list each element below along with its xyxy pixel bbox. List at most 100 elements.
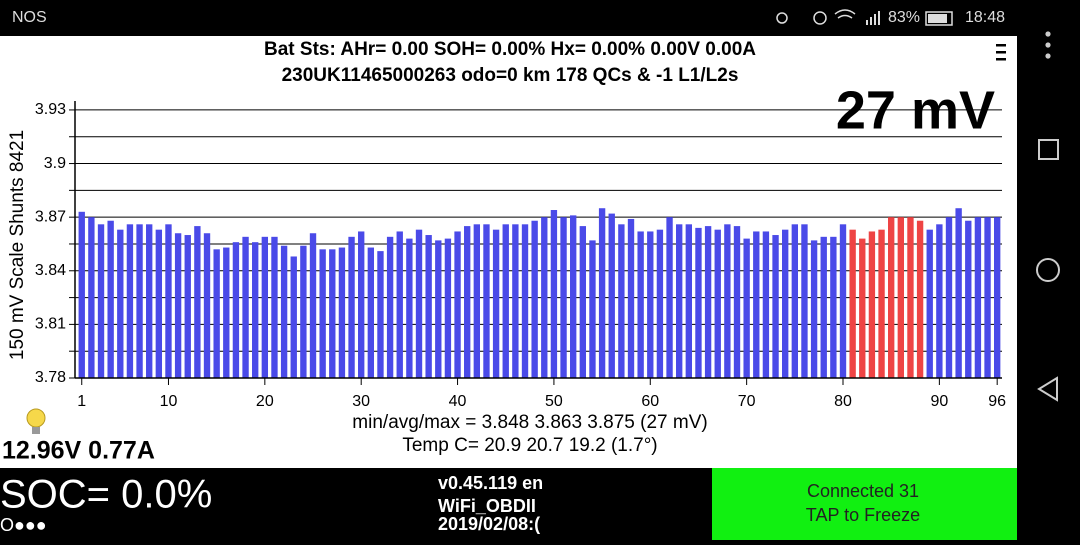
bar bbox=[955, 208, 962, 378]
x-tick-label: 60 bbox=[641, 393, 659, 410]
bar bbox=[974, 217, 982, 378]
bar bbox=[714, 229, 721, 378]
menu-icon[interactable] bbox=[996, 44, 1006, 61]
x-tick-label: 96 bbox=[988, 393, 1006, 410]
bar bbox=[454, 231, 461, 378]
back[interactable] bbox=[1037, 376, 1058, 402]
bar bbox=[839, 224, 847, 378]
bar bbox=[772, 235, 779, 378]
bar bbox=[560, 217, 567, 378]
bar bbox=[203, 233, 211, 378]
bar bbox=[126, 224, 134, 378]
menu-dots[interactable] bbox=[1045, 31, 1051, 37]
bar bbox=[348, 236, 355, 378]
bar bbox=[849, 229, 856, 378]
battery-level: 83% bbox=[888, 9, 920, 26]
bar bbox=[415, 229, 423, 378]
freeze-button[interactable] bbox=[712, 468, 1017, 540]
bar bbox=[618, 224, 625, 378]
bar bbox=[155, 229, 163, 378]
bar bbox=[965, 220, 972, 378]
bar bbox=[878, 229, 885, 378]
header-line1: Bat Sts: AHr= 0.00 SOH= 0.00% Hx= 0.00% … bbox=[264, 39, 756, 60]
status-icons bbox=[776, 9, 880, 25]
bar bbox=[868, 231, 876, 378]
bar bbox=[174, 233, 182, 378]
bar bbox=[386, 236, 394, 378]
bar bbox=[550, 210, 558, 378]
bar bbox=[309, 233, 317, 378]
bar bbox=[656, 229, 664, 378]
x-tick-label: 40 bbox=[449, 393, 467, 410]
bar bbox=[753, 231, 760, 378]
bar bbox=[820, 236, 827, 378]
bar bbox=[483, 224, 490, 378]
bar bbox=[541, 217, 548, 378]
adapter: WiFi_OBDII bbox=[438, 496, 536, 516]
bar bbox=[435, 240, 442, 378]
y-axis-label: 150 mV Scale Shunts 8421 bbox=[7, 130, 28, 360]
bar bbox=[570, 215, 577, 378]
bar bbox=[916, 220, 924, 378]
bar bbox=[926, 229, 933, 378]
bar bbox=[994, 217, 1001, 378]
x-tick-label: 50 bbox=[545, 393, 563, 410]
bar bbox=[743, 238, 750, 378]
x-tick-label: 90 bbox=[930, 393, 948, 410]
bar bbox=[184, 235, 191, 378]
bar bbox=[521, 224, 529, 378]
bar bbox=[830, 236, 837, 378]
version: v0.45.119 en bbox=[438, 473, 543, 493]
bar bbox=[213, 249, 220, 378]
bar bbox=[666, 217, 673, 378]
bar bbox=[358, 231, 365, 378]
bar bbox=[242, 236, 249, 378]
bar bbox=[733, 226, 741, 378]
date: 2019/02/08:( bbox=[438, 514, 540, 534]
bar bbox=[300, 245, 307, 378]
x-tick-label: 70 bbox=[738, 393, 756, 410]
bar bbox=[146, 224, 153, 378]
clock: 18:48 bbox=[965, 9, 1005, 26]
carrier: NOS bbox=[12, 9, 47, 26]
bar bbox=[88, 217, 95, 378]
bar bbox=[907, 217, 914, 378]
x-tick-label: 20 bbox=[256, 393, 274, 410]
home[interactable] bbox=[1036, 258, 1060, 282]
bar bbox=[280, 245, 288, 378]
bar bbox=[406, 238, 413, 378]
bar bbox=[107, 220, 114, 378]
bar bbox=[425, 235, 432, 378]
bar bbox=[473, 224, 481, 378]
pack-power: 12.96V 0.77A bbox=[2, 437, 155, 465]
nav-bar bbox=[1036, 31, 1060, 402]
header-line2: 230UK11465000263 odo=0 km 178 QCs & -1 L… bbox=[282, 65, 739, 86]
bar bbox=[608, 213, 615, 378]
bar bbox=[329, 249, 336, 378]
bar bbox=[319, 249, 326, 378]
soc: SOC= 0.0% bbox=[0, 473, 212, 517]
bar bbox=[801, 224, 808, 378]
battery-icon bbox=[925, 11, 953, 26]
bar bbox=[888, 217, 895, 378]
bar bbox=[512, 224, 519, 378]
x-tick-label: 1 bbox=[77, 393, 86, 410]
bar bbox=[232, 242, 240, 378]
bar bbox=[984, 217, 991, 378]
freeze-action[interactable]: TAP to Freeze bbox=[806, 505, 920, 525]
bar bbox=[810, 240, 818, 378]
bar bbox=[859, 238, 866, 378]
bar bbox=[676, 224, 683, 378]
bar bbox=[897, 217, 905, 378]
recent-apps[interactable] bbox=[1038, 139, 1059, 160]
bar bbox=[589, 240, 596, 378]
y-tick-label: 3.9 bbox=[44, 155, 66, 172]
temperature: Temp C= 20.9 20.7 19.2 (1.7°) bbox=[402, 435, 657, 456]
connection-status: Connected 31 bbox=[807, 481, 919, 501]
progress-dots: O●●● bbox=[0, 515, 47, 535]
bulb-icon bbox=[26, 408, 46, 434]
bar bbox=[252, 242, 259, 378]
y-tick-label: 3.84 bbox=[35, 262, 66, 279]
